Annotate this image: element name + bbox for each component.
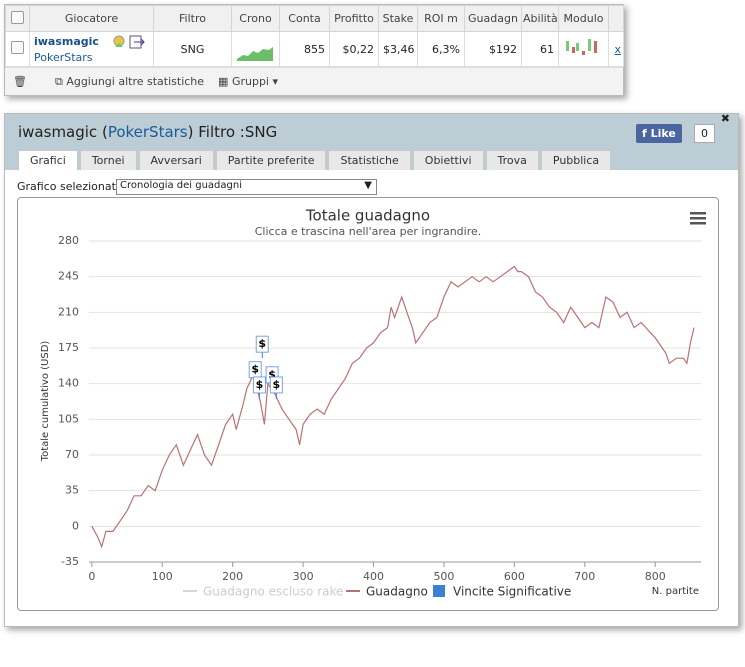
x-tick-label: 700 (574, 570, 595, 583)
panel-header: iwasmagic (PokerStars) Filtro :SNG f Lik… (5, 112, 738, 170)
tab[interactable]: Tornei (79, 150, 137, 170)
close[interactable]: ✖ (720, 112, 730, 125)
add-stats-label: Aggiungi altre statistiche (66, 75, 205, 88)
profit: $0,22 (329, 31, 379, 67)
tab[interactable]: Obiettivi (412, 150, 484, 170)
like-count: 0 (694, 124, 715, 143)
y-tick-label: 35 (65, 484, 79, 497)
tab[interactable]: Pubblica (540, 150, 612, 170)
header: Crono (231, 5, 280, 32)
form-bars (566, 38, 597, 55)
legend-label: Guadagno (366, 585, 428, 599)
header: Stake (378, 5, 418, 32)
roi: 6,3% (417, 31, 465, 67)
tab[interactable]: Statistiche (328, 150, 411, 170)
flag-label: $ (268, 368, 276, 381)
winnings: $192 (464, 31, 522, 67)
legend-label: Guadagno escluso rake (203, 585, 343, 599)
groups-label: Gruppi (231, 75, 269, 88)
y-tick-label: 280 (58, 234, 79, 247)
y-tick-label: 210 (58, 305, 79, 318)
header: Abilità (521, 5, 559, 32)
y-tick-label: 140 (58, 377, 79, 390)
flag-box (252, 376, 266, 394)
icons[interactable] (112, 34, 146, 52)
y-axis-label: Totale cumulativo (USD) (40, 341, 51, 463)
title-part: ) Filtro :SNG (187, 123, 278, 141)
y-tick-label: 175 (58, 341, 79, 354)
flag: $ (255, 335, 269, 359)
selector[interactable]: Cronologia dei guadagni ▼ (116, 179, 377, 195)
flag-label: $ (256, 378, 264, 391)
legend-swatch (433, 585, 445, 597)
skill: 61 (521, 31, 559, 67)
y-tick-label: 0 (72, 519, 79, 532)
remove[interactable]: x (608, 31, 624, 67)
x-tick-label: 800 (645, 570, 666, 583)
tab[interactable]: Partite preferite (215, 150, 327, 170)
stake: $3,46 (378, 31, 418, 67)
selector-value: Cronologia dei guadagni (120, 180, 242, 191)
tab[interactable]: Avversari (138, 150, 214, 170)
x-tick-label: 200 (222, 570, 243, 583)
x-tick-label: 600 (504, 570, 525, 583)
add-stats[interactable]: ⧉ Aggiungi altre statistiche (54, 75, 205, 88)
flag: $ (269, 376, 283, 399)
player-link[interactable]: iwasmagic (34, 34, 99, 48)
flag-box (269, 376, 283, 394)
groups[interactable]: ▦ Gruppi ▾ (218, 75, 279, 88)
chart: Totale guadagno Clicca e trascina nell'a… (40, 207, 706, 599)
header: Giocatore (29, 5, 154, 32)
header: Filtro (153, 5, 232, 32)
checkbox[interactable] (11, 10, 24, 24)
stats-table: Giocatore Filtro Crono Conta Profitto St… (5, 5, 624, 67)
flag-label: $ (258, 337, 266, 350)
header: Profitto (329, 5, 379, 32)
x-tick-label: 400 (363, 570, 384, 583)
selector-label: Grafico selezionato (17, 180, 123, 193)
tab[interactable]: Grafici (18, 150, 78, 170)
title-part: iwasmagic ( (18, 123, 108, 141)
flag-box (255, 335, 269, 353)
panel-title: iwasmagic (PokerStars) Filtro :SNG (18, 123, 277, 141)
like-label: Like (650, 127, 676, 140)
chart-frame: Totale guadagno Clicca e trascina nell'a… (17, 197, 719, 611)
count: 855 (279, 31, 330, 67)
flag-label: $ (251, 363, 259, 376)
x-axis-label: N. partite (652, 586, 699, 597)
x-tick-label: 100 (152, 570, 173, 583)
chart-title: Totale guadagno (305, 207, 430, 225)
y-tick-label: 105 (58, 412, 79, 425)
like-button[interactable]: f Like (636, 124, 682, 143)
filter: SNG (153, 31, 232, 67)
tabs: Grafici Tornei Avversari Partite preferite S… (18, 150, 613, 170)
chart-subtitle: Clicca e trascina nell'area per ingrandi… (255, 225, 482, 238)
header: ROI m (417, 5, 465, 32)
panel: iwasmagic (PokerStars) Filtro :SNG f Lik… (4, 112, 739, 627)
sparkline (237, 46, 273, 61)
legend-label: Vincite Significative (453, 585, 571, 599)
header: Guadagn (464, 5, 522, 32)
x-tick-label: 500 (433, 570, 454, 583)
y-tick-label: 245 (58, 270, 79, 283)
flag-label: $ (273, 378, 281, 391)
y-tick-label: -35 (61, 555, 79, 568)
x-tick-label: 300 (293, 570, 314, 583)
site-link[interactable]: PokerStars (34, 50, 93, 64)
tab[interactable]: Trova (485, 150, 539, 170)
series-line (91, 265, 695, 549)
x-tick-label: 0 (88, 570, 95, 583)
title-site[interactable]: PokerStars (107, 123, 188, 141)
header: Conta (279, 5, 330, 32)
menu[interactable] (690, 212, 706, 225)
y-tick-label: 70 (65, 448, 79, 461)
stats-box: Giocatore Filtro Crono Conta Profitto St… (4, 4, 624, 96)
table-footer: 🗑 ⧉ Aggiungi altre statistiche ▦ Gruppi … (5, 67, 623, 95)
flag: $ (252, 376, 266, 399)
header: Modulo (558, 5, 609, 32)
checkbox[interactable] (11, 41, 24, 54)
